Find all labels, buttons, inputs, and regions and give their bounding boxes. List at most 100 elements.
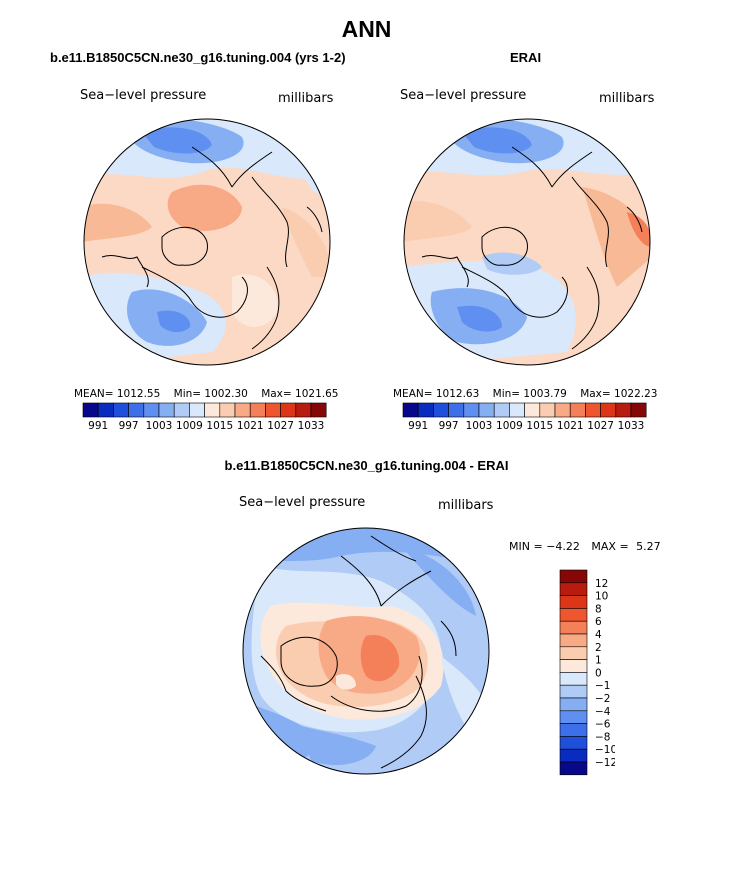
colorbar-left-tick-label: 991 bbox=[88, 420, 108, 432]
colorbar-right-swatch bbox=[524, 402, 541, 418]
colorbar-right-swatch bbox=[554, 402, 571, 418]
colorbar-difference-tick-label: 8 bbox=[595, 603, 602, 615]
colorbar-left-tick-label: 1033 bbox=[298, 420, 325, 432]
colorbar-right-tick-label: 1003 bbox=[466, 420, 493, 432]
colorbar-left-swatch bbox=[82, 402, 99, 418]
max-label: Max= bbox=[580, 388, 611, 400]
colorbar-left-tick-label: 997 bbox=[119, 420, 139, 432]
colorbar-right-swatch bbox=[402, 402, 419, 418]
colorbar-difference-swatch bbox=[559, 659, 588, 673]
colorbar-difference-swatch bbox=[559, 697, 588, 712]
colorbar-left-swatch bbox=[219, 402, 236, 418]
colorbar-difference-swatch bbox=[559, 684, 588, 699]
colorbar-difference-swatch bbox=[559, 582, 588, 596]
difference-title: b.e11.B1850C5CN.ne30_g16.tuning.004 - ER… bbox=[224, 458, 509, 473]
min-label: MIN = bbox=[509, 540, 543, 553]
colorbar-difference-tick-label: 10 bbox=[595, 591, 608, 603]
difference-variable: Sea−level pressure bbox=[239, 495, 366, 510]
panel-right-variable: Sea−level pressure bbox=[400, 88, 527, 103]
colorbar-difference-swatch bbox=[559, 710, 588, 724]
map-right-erai bbox=[403, 118, 651, 366]
max-label: MAX = bbox=[591, 540, 629, 553]
panel-left-units: millibars bbox=[278, 91, 334, 106]
colorbar-right-swatch bbox=[600, 402, 617, 418]
map-left-model bbox=[83, 118, 331, 366]
colorbar-difference-tick-label: 2 bbox=[595, 642, 602, 654]
panel-left-stats: MEAN= 1012.55 Min= 1002.30 Max= 1021.65 bbox=[74, 388, 338, 400]
colorbar-left-swatch bbox=[249, 402, 266, 418]
mean-value: 1012.55 bbox=[116, 388, 161, 400]
colorbar-left-swatch bbox=[143, 402, 160, 418]
colorbar-difference-swatch bbox=[559, 748, 588, 763]
panel-left-title: b.e11.B1850C5CN.ne30_g16.tuning.004 (yrs… bbox=[50, 50, 346, 65]
colorbar-left-swatch bbox=[234, 402, 251, 418]
colorbar-left-swatch bbox=[173, 402, 190, 418]
colorbar-right-swatch bbox=[539, 402, 556, 418]
colorbar-difference-tick-label: 1 bbox=[595, 655, 602, 667]
colorbar-difference-swatch bbox=[559, 608, 588, 622]
colorbar-left-tick-label: 1021 bbox=[237, 420, 264, 432]
mean-value: 1012.63 bbox=[435, 388, 480, 400]
colorbar-right-tick-label: 991 bbox=[408, 420, 428, 432]
colorbar-left-tick-label: 1003 bbox=[146, 420, 173, 432]
colorbar-difference-tick-label: 6 bbox=[595, 616, 602, 628]
colorbar-right: 991 997 1003 1009 1015 1021 1027 1033 bbox=[402, 402, 647, 432]
colorbar-difference-tick-label: −6 bbox=[595, 719, 611, 731]
colorbar-left-swatch bbox=[265, 402, 281, 418]
mean-label: MEAN= bbox=[393, 388, 433, 400]
panel-right-units: millibars bbox=[599, 91, 655, 106]
colorbar-left-swatch bbox=[204, 402, 221, 418]
colorbar-right-swatch bbox=[478, 402, 495, 418]
colorbar-left-swatch bbox=[113, 402, 129, 418]
colorbar-right-swatch bbox=[615, 402, 632, 418]
panel-right-stats: MEAN= 1012.63 Min= 1003.79 Max= 1022.23 bbox=[393, 388, 657, 400]
colorbar-right-swatch bbox=[493, 402, 510, 418]
colorbar-right-swatch bbox=[463, 402, 480, 418]
colorbar-right-swatch bbox=[433, 402, 449, 418]
colorbar-left-swatch bbox=[158, 402, 175, 418]
colorbar-left-swatch bbox=[295, 402, 312, 418]
colorbar-difference-swatch bbox=[559, 736, 588, 750]
colorbar-left-swatch bbox=[310, 402, 327, 418]
panel-right-title: ERAI bbox=[510, 50, 542, 65]
colorbar-right-tick-label: 1015 bbox=[526, 420, 553, 432]
colorbar-difference-swatch bbox=[559, 723, 588, 737]
colorbar-right-swatch bbox=[585, 402, 601, 418]
colorbar-difference-swatch bbox=[559, 620, 588, 635]
colorbar-difference-swatch bbox=[559, 646, 588, 660]
figure-title: ANN bbox=[341, 16, 392, 42]
difference-stats: MIN = −4.22 MAX = 5.27 bbox=[509, 540, 661, 553]
colorbar-left-swatch bbox=[280, 402, 297, 418]
colorbar-left-tick-label: 1027 bbox=[267, 420, 294, 432]
colorbar-right-tick-label: 1027 bbox=[587, 420, 614, 432]
colorbar-left-swatch bbox=[97, 402, 114, 418]
colorbar-difference-tick-label: 0 bbox=[595, 667, 602, 679]
colorbar-difference-swatch bbox=[559, 569, 588, 584]
colorbar-right-swatch bbox=[417, 402, 434, 418]
map-difference bbox=[242, 527, 490, 775]
colorbar-right-tick-label: 1021 bbox=[557, 420, 584, 432]
colorbar-difference-tick-label: −8 bbox=[595, 731, 610, 743]
panel-left-variable: Sea−level pressure bbox=[80, 88, 207, 103]
min-value: 1002.30 bbox=[204, 388, 248, 400]
colorbar-right-tick-label: 997 bbox=[439, 420, 459, 432]
max-value: 5.27 bbox=[636, 540, 661, 553]
min-value: 1003.79 bbox=[523, 388, 567, 400]
colorbar-left-tick-label: 1015 bbox=[206, 420, 233, 432]
max-label: Max= bbox=[261, 388, 292, 400]
colorbar-right-tick-label: 1009 bbox=[496, 420, 523, 432]
colorbar-right-tick-label: 1033 bbox=[618, 420, 645, 432]
colorbar-difference-tick-label: −1 bbox=[595, 680, 610, 692]
min-label: Min= bbox=[492, 388, 521, 400]
colorbar-right-swatch bbox=[509, 402, 525, 418]
colorbar-difference-tick-label: −4 bbox=[595, 706, 611, 718]
colorbar-right-swatch bbox=[630, 402, 647, 418]
colorbar-left: 991 997 1003 1009 1015 1021 1027 1033 bbox=[82, 402, 327, 432]
colorbar-difference-tick-label: 4 bbox=[595, 629, 602, 641]
colorbar-difference-tick-label: −10 bbox=[595, 744, 615, 756]
mean-label: MEAN= bbox=[74, 388, 114, 400]
colorbar-right-swatch bbox=[448, 402, 465, 418]
min-label: Min= bbox=[173, 388, 202, 400]
colorbar-difference-tick-label: −2 bbox=[595, 693, 610, 705]
